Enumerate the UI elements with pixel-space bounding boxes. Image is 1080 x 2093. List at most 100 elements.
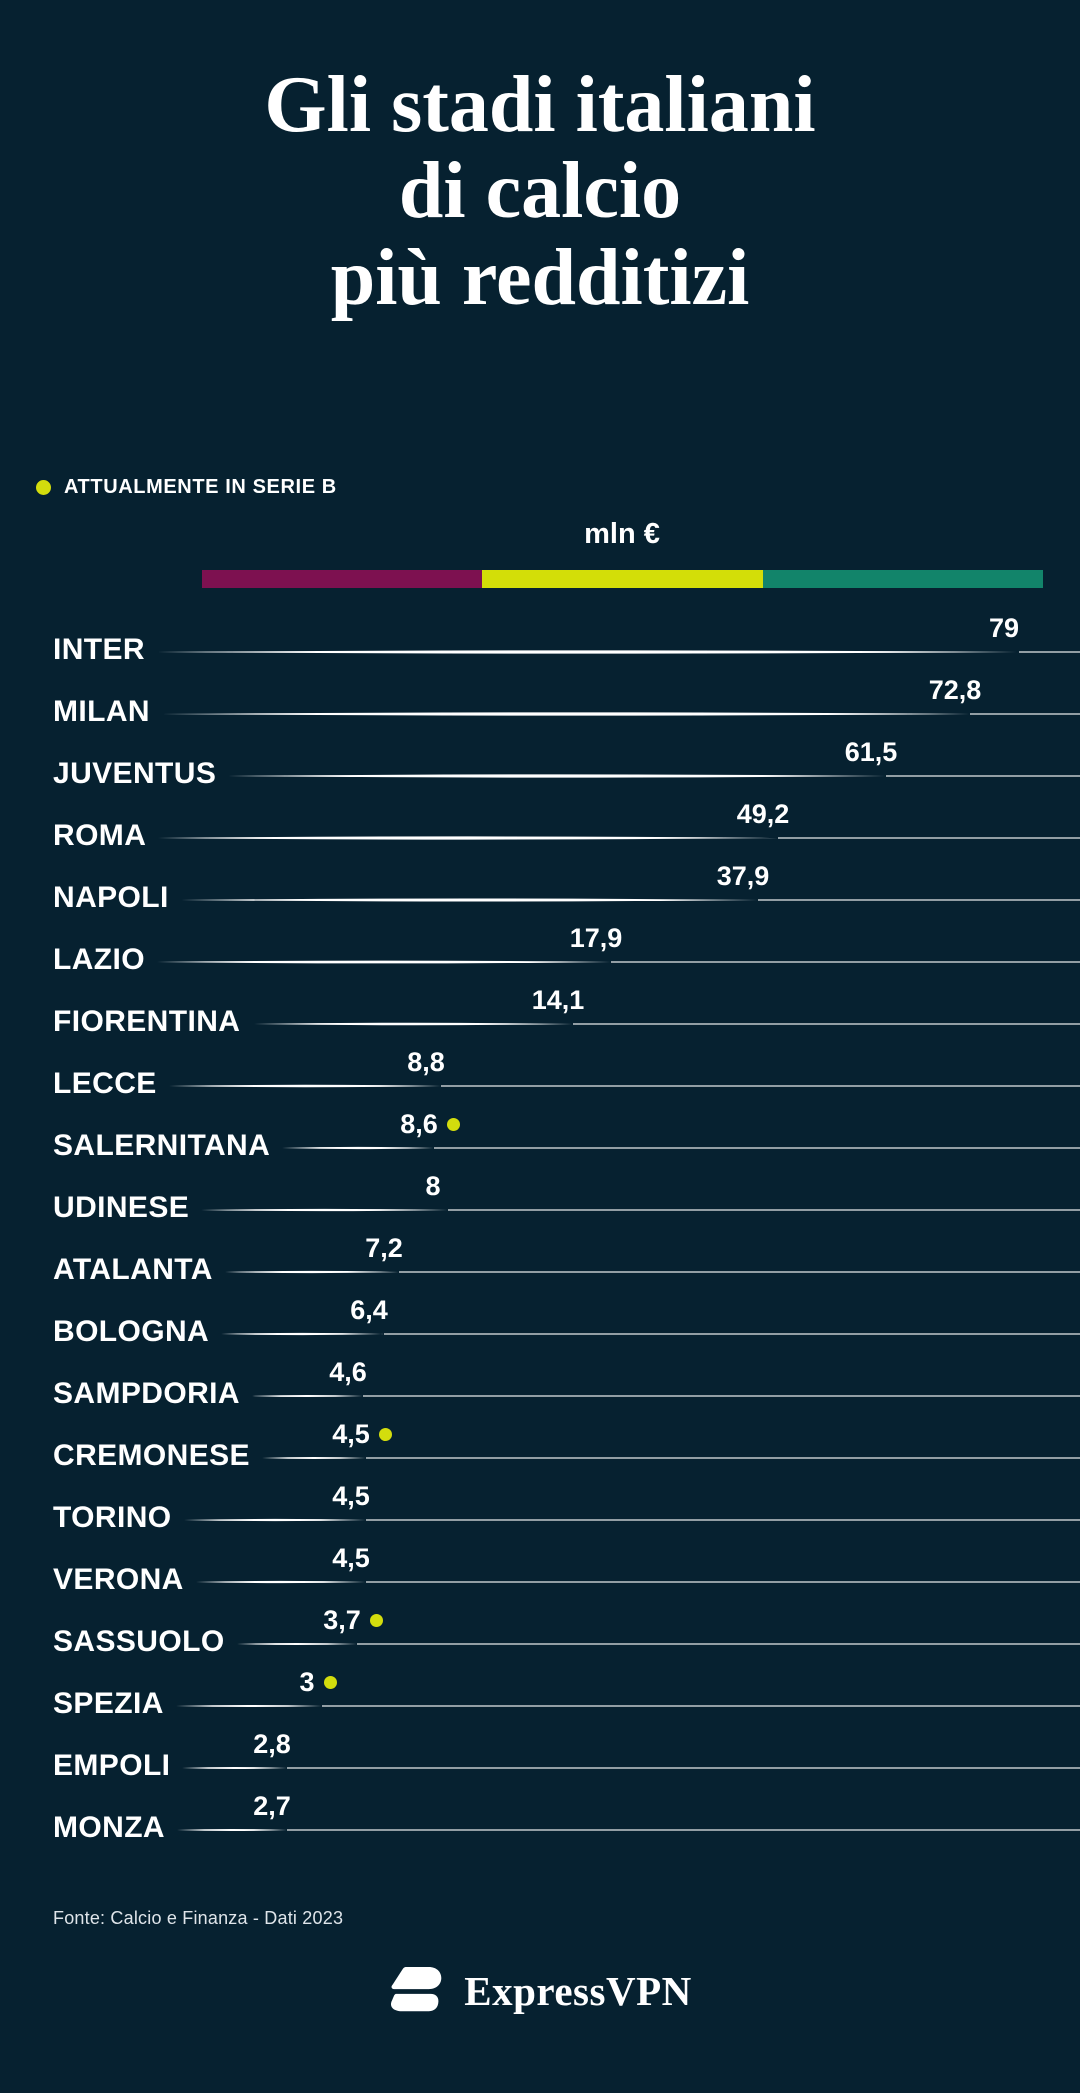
value-label: 7,2 (365, 1232, 403, 1263)
axis-segment-lime (482, 570, 763, 588)
team-label: INTER (53, 633, 145, 666)
value-label: 8,8 (407, 1046, 445, 1077)
value-label: 14,1 (531, 984, 585, 1015)
team-label: LAZIO (53, 943, 145, 976)
value-line (221, 1332, 1080, 1336)
team-label: SAMPDORIA (53, 1377, 240, 1410)
value-line (228, 774, 1080, 778)
value-line (262, 1456, 1080, 1460)
team-label: VERONA (53, 1563, 184, 1596)
chart-row: LECCE 8,8 (0, 1046, 1080, 1108)
team-label: CREMONESE (53, 1439, 250, 1472)
value-line (196, 1580, 1080, 1584)
axis-segment-teal (762, 570, 1043, 588)
value-line (182, 1766, 1080, 1770)
team-label: SALERNITANA (53, 1129, 271, 1162)
team-label: MONZA (53, 1811, 165, 1844)
value-label: 37,9 (716, 860, 770, 891)
legend: ATTUALMENTE IN SERIE B (36, 476, 337, 499)
expressvpn-mark-icon (390, 1966, 442, 2012)
legend-label: ATTUALMENTE IN SERIE B (64, 476, 337, 498)
value-label: 3,7 (323, 1604, 361, 1635)
value-line (181, 898, 1080, 902)
value-label: 8 (425, 1170, 441, 1201)
team-label: ATALANTA (53, 1253, 213, 1286)
value-line (157, 960, 1080, 964)
chart-row: MILAN 72,8 (0, 674, 1080, 736)
title-line-1: Gli stadi italiani (264, 61, 816, 149)
value-label: 4,5 (332, 1480, 370, 1511)
chart-row: INTER 79 (0, 612, 1080, 674)
value-label: 2,8 (253, 1728, 291, 1759)
team-label: BOLOGNA (53, 1315, 210, 1348)
color-axis-bar (202, 570, 1043, 588)
chart-row: LAZIO 17,9 (0, 922, 1080, 984)
expressvpn-logo: ExpressVPN (388, 1966, 691, 2016)
value-line (282, 1146, 1080, 1150)
value-label: 6,4 (350, 1294, 388, 1325)
serie-b-dot-icon (370, 1614, 383, 1627)
team-label: FIORENTINA (53, 1005, 241, 1038)
value-label: 17,9 (569, 922, 623, 953)
value-label: 4,5 (332, 1418, 370, 1449)
value-label: 72,8 (928, 674, 982, 705)
chart-row: ATALANTA 7,2 (0, 1232, 1080, 1294)
team-label: SPEZIA (53, 1687, 164, 1720)
serie-b-dot-icon (379, 1428, 392, 1441)
team-label: EMPOLI (53, 1749, 171, 1782)
value-line (225, 1270, 1080, 1274)
chart-rows: INTER 79 MILAN 72,8 JUVENTUS 61,5 ROMA 49,2 NAPO… (0, 612, 1080, 1852)
chart-row: SPEZIA 3 (0, 1666, 1080, 1728)
team-label: TORINO (53, 1501, 172, 1534)
value-line (158, 836, 1080, 840)
axis-segment-maroon (202, 570, 483, 588)
serie-b-legend-dot-icon (36, 480, 51, 495)
chart-row: JUVENTUS 61,5 (0, 736, 1080, 798)
serie-b-dot-icon (447, 1118, 460, 1131)
chart-row: NAPOLI 37,9 (0, 860, 1080, 922)
chart-row: MONZA 2,7 (0, 1790, 1080, 1852)
team-label: NAPOLI (53, 881, 169, 914)
value-line (177, 1828, 1080, 1832)
chart-row: EMPOLI 2,8 (0, 1728, 1080, 1790)
title-line-3: più redditizi (330, 233, 750, 322)
brand-name: ExpressVPN (464, 1968, 692, 2014)
source-note: Fonte: Calcio e Finanza - Dati 2023 (53, 1908, 344, 1928)
team-label: MILAN (53, 695, 150, 728)
value-label: 49,2 (736, 798, 790, 829)
value-label: 2,7 (253, 1790, 291, 1821)
chart-row: CREMONESE 4,5 (0, 1418, 1080, 1480)
team-label: SASSUOLO (53, 1625, 225, 1658)
chart-row: VERONA 4,5 (0, 1542, 1080, 1604)
value-line (252, 1022, 1080, 1026)
chart-row: SASSUOLO 3,7 (0, 1604, 1080, 1666)
unit-label: mln € (584, 518, 660, 550)
value-label: 79 (988, 612, 1020, 643)
chart-row: TORINO 4,5 (0, 1480, 1080, 1542)
value-label: 61,5 (844, 736, 898, 767)
chart-row: SALERNITANA 8,6 (0, 1108, 1080, 1170)
value-label: 4,6 (329, 1356, 367, 1387)
value-line (176, 1704, 1080, 1708)
title-line-2: di calcio (398, 147, 682, 236)
chart-row: SAMPDORIA 4,6 (0, 1356, 1080, 1418)
value-label: 8,6 (400, 1108, 438, 1139)
value-label: 3 (299, 1666, 315, 1697)
value-line (237, 1642, 1080, 1646)
value-line (201, 1208, 1080, 1212)
value-line (169, 1084, 1080, 1088)
value-line (162, 712, 1080, 716)
team-label: UDINESE (53, 1191, 190, 1224)
page-title: Gli stadi italiani di calcio più redditi… (0, 61, 1080, 322)
value-line (184, 1518, 1080, 1522)
serie-b-dot-icon (323, 1676, 337, 1689)
value-line (157, 650, 1080, 654)
chart-row: ROMA 49,2 (0, 798, 1080, 860)
team-label: JUVENTUS (53, 757, 217, 790)
chart-row: BOLOGNA 6,4 (0, 1294, 1080, 1356)
team-label: ROMA (53, 819, 147, 852)
value-label: 4,5 (332, 1542, 370, 1573)
chart-row: FIORENTINA 14,1 (0, 984, 1080, 1046)
chart-row: UDINESE 8 (0, 1170, 1080, 1232)
